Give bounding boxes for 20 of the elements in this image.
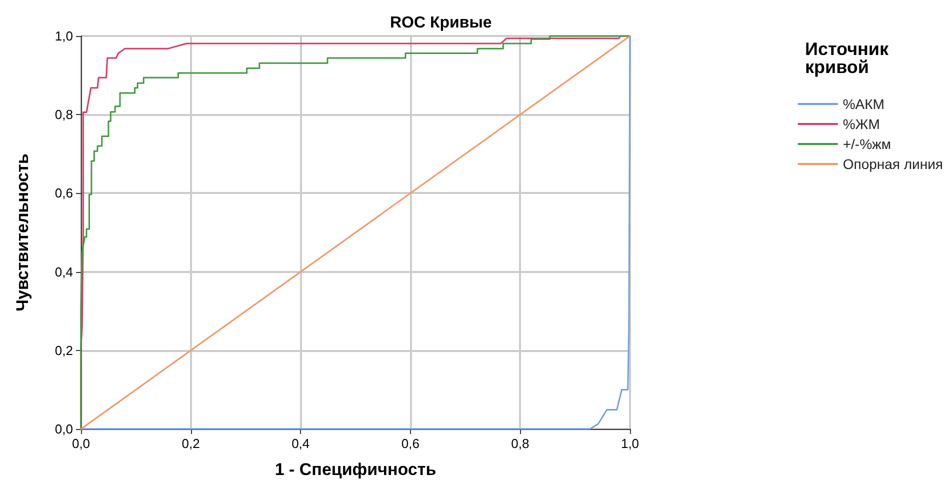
chart-title: ROC Кривые [390, 14, 492, 32]
x-axis-title: 1 - Специфичность [274, 460, 436, 479]
legend-label: %ЖМ [842, 116, 880, 132]
legend-label: %АКМ [842, 96, 884, 112]
x-tick-label: 0,2 [182, 436, 200, 451]
y-tick-label: 0,6 [54, 186, 73, 201]
y-tick-label: 0,2 [54, 342, 73, 358]
y-tick-label: 0,4 [54, 264, 73, 280]
x-tick-label: 0,8 [511, 436, 530, 451]
y-tick-label: 1,0 [54, 28, 73, 44]
x-tick-label: 0,4 [292, 436, 310, 451]
y-tick-label: 0,8 [54, 107, 73, 122]
legend-title: Источник кривой [805, 39, 890, 77]
x-tick-label: 0,6 [401, 436, 420, 451]
legend-label: Опорная линия [842, 156, 944, 172]
y-axis-title: Чувствительность [13, 154, 32, 312]
x-tick-label: 0,0 [72, 436, 90, 451]
x-tick-label: 1,0 [620, 436, 640, 451]
legend-label: +/-%жм [842, 136, 892, 152]
y-tick-label: 0,0 [54, 422, 73, 436]
